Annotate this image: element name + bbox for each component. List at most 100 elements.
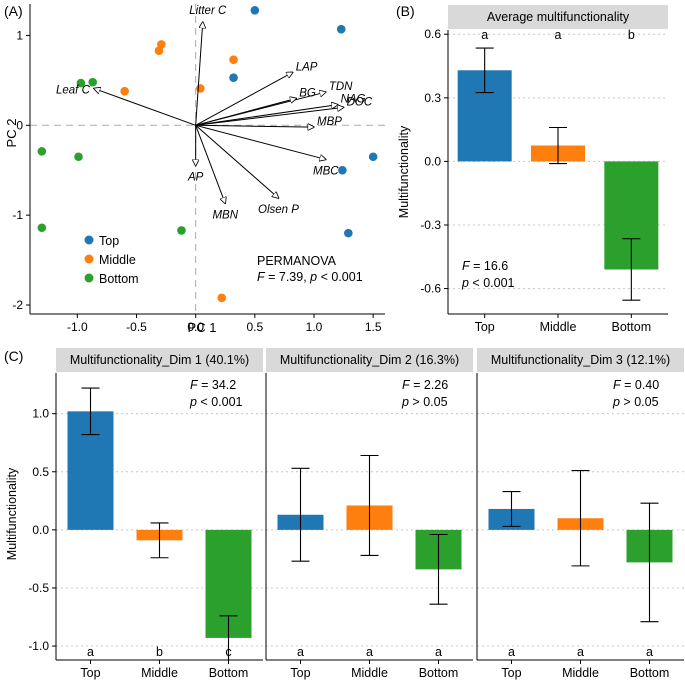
point-top [368, 152, 378, 162]
point-middle [229, 55, 238, 65]
panel-c-plot: 1.00.50.0-0.5-1.0TopaMiddlebBottomcTopaM… [28, 373, 684, 680]
facet-2-f-stat: F = 2.26 [402, 378, 448, 392]
panel-b-p-value: p < 0.001 [461, 276, 515, 290]
loading-label-mbn: MBN [212, 209, 238, 221]
loading-label-tdn: TDN [329, 81, 353, 93]
x-tick-label: -0.5 [126, 320, 147, 334]
permanova-stats: F = 7.39, p < 0.001 [257, 270, 363, 284]
significance-letter: a [646, 645, 653, 659]
facet-2-p-value: p > 0.05 [401, 395, 448, 409]
y-tick-label: -2 [12, 298, 23, 312]
point-bottom [177, 226, 186, 235]
x-tick-label: Middle [562, 666, 599, 680]
x-tick-label: 1.5 [365, 320, 382, 334]
panel-a: (A) PC 2 PC 1 -1.0 -0.5 0.0 0.5 1.0 1.5 1 0 -1 -2… [4, 3, 385, 335]
x-tick-label: Top [501, 666, 521, 680]
significance-letter: a [481, 28, 488, 42]
point-middle [196, 84, 205, 93]
significance-letter: a [435, 645, 442, 659]
y-tick-label: 1.0 [32, 407, 49, 421]
panel-b-plot: 0.6 0.3 0.0 -0.3 -0.6 Top a Middle a Bottom b [420, 27, 668, 334]
panel-a-label: (A) [4, 3, 23, 19]
loading-arrow-leaf-c [94, 88, 196, 126]
panel-a-points [37, 5, 378, 303]
significance-letter: a [508, 645, 515, 659]
y-tick-label: 0.0 [424, 154, 441, 168]
facet-3-plot: Top a Middle a Bottom a [476, 373, 684, 680]
x-tick-label: Middle [141, 666, 178, 680]
panel-c: (C) Multifunctionality Multifunctionalit… [4, 348, 684, 680]
panel-a-ticks: -1.0 -0.5 0.0 0.5 1.0 1.5 1 0 -1 -2 [12, 28, 382, 334]
facet-2-plot: Top a Middle a Bottom a [265, 373, 473, 680]
y-tick-label: -0.3 [420, 218, 441, 232]
legend-swatch-middle [84, 254, 94, 264]
loading-arrow-mbp [195, 125, 314, 127]
panel-b: (B) Average multifunctionality Multifunc… [396, 3, 668, 334]
x-tick-label: Bottom [419, 666, 459, 680]
permanova-annotation: PERMANOVA F = 7.39, p < 0.001 [257, 254, 363, 284]
point-top [338, 165, 347, 175]
y-tick-label: 0.0 [32, 523, 49, 537]
facet-3-p-value: p > 0.05 [612, 395, 659, 409]
facet-1-title: Multifunctionality_Dim 1 (40.1%) [70, 353, 249, 367]
panel-a-axes [29, 4, 385, 315]
facet-3-title: Multifunctionality_Dim 3 (12.1%) [491, 353, 670, 367]
legend-label-middle: Middle [99, 253, 136, 267]
significance-letter: b [628, 28, 635, 42]
panel-a-legend: Top Middle Bottom [84, 234, 139, 286]
legend-label-top: Top [99, 234, 119, 248]
point-middle [120, 86, 129, 96]
loading-label-nag: NAG [341, 94, 366, 106]
y-tick-label: 0.3 [424, 91, 441, 105]
y-tick-label: 1 [16, 28, 23, 42]
facet-2-title: Multifunctionality_Dim 2 (16.3%) [280, 353, 459, 367]
loading-label-bg: BG [299, 87, 316, 99]
significance-letter: c [225, 645, 231, 659]
panel-b-label: (B) [396, 3, 415, 19]
point-top [344, 228, 353, 238]
x-tick-label: Top [290, 666, 310, 680]
x-tick-label: Bottom [630, 666, 670, 680]
loading-arrow-bg [195, 98, 297, 126]
facet-1-plot: 1.0 0.5 0.0 -0.5 -1.0 Top a Middle b Bottom c [28, 373, 263, 680]
panel-a-reference-lines [30, 4, 385, 314]
x-tick-label: Bottom [612, 320, 652, 334]
significance-letter: a [577, 645, 584, 659]
loading-label-mbp: MBP [317, 116, 342, 128]
legend-label-bottom: Bottom [99, 272, 139, 286]
point-middle [217, 293, 226, 303]
point-bottom [37, 147, 47, 156]
facet-3-f-stat: F = 0.40 [613, 378, 659, 392]
legend-swatch-bottom [84, 273, 94, 283]
loading-label-lap: LAP [296, 61, 318, 73]
x-tick-label: Top [80, 666, 100, 680]
y-tick-label: -1.0 [28, 639, 49, 653]
point-bottom [74, 152, 83, 162]
legend-swatch-top [84, 235, 94, 245]
loading-label-ap: AP [187, 172, 204, 184]
facet-1-f-stat: F = 34.2 [190, 378, 236, 392]
y-tick-label: 0 [16, 118, 23, 132]
x-tick-label: Middle [351, 666, 388, 680]
x-tick-label: 0.0 [187, 320, 204, 334]
point-bottom [76, 78, 86, 88]
loading-label-leaf-c: Leaf C [56, 84, 91, 96]
point-bottom [37, 223, 47, 233]
loading-arrow-mbc [195, 124, 326, 159]
loading-arrow-litter-c [195, 22, 203, 126]
panel-c-ylabel: Multifunctionality [5, 467, 19, 560]
x-tick-label: Middle [540, 320, 577, 334]
loading-arrow-lap [195, 72, 293, 126]
x-tick-label: Top [475, 320, 495, 334]
facet-3-strip [477, 348, 684, 372]
point-middle [154, 46, 164, 56]
loading-label-mbc: MBC [313, 165, 339, 177]
loading-arrow-doc [195, 107, 344, 126]
loading-arrow-nag [195, 105, 338, 126]
y-tick-label: -0.6 [420, 282, 441, 296]
panel-a-ylabel: PC 2 [4, 119, 19, 148]
panel-c-label: (C) [4, 348, 23, 364]
panel-b-ylabel: Multifunctionality [397, 125, 411, 218]
point-top [229, 73, 238, 82]
